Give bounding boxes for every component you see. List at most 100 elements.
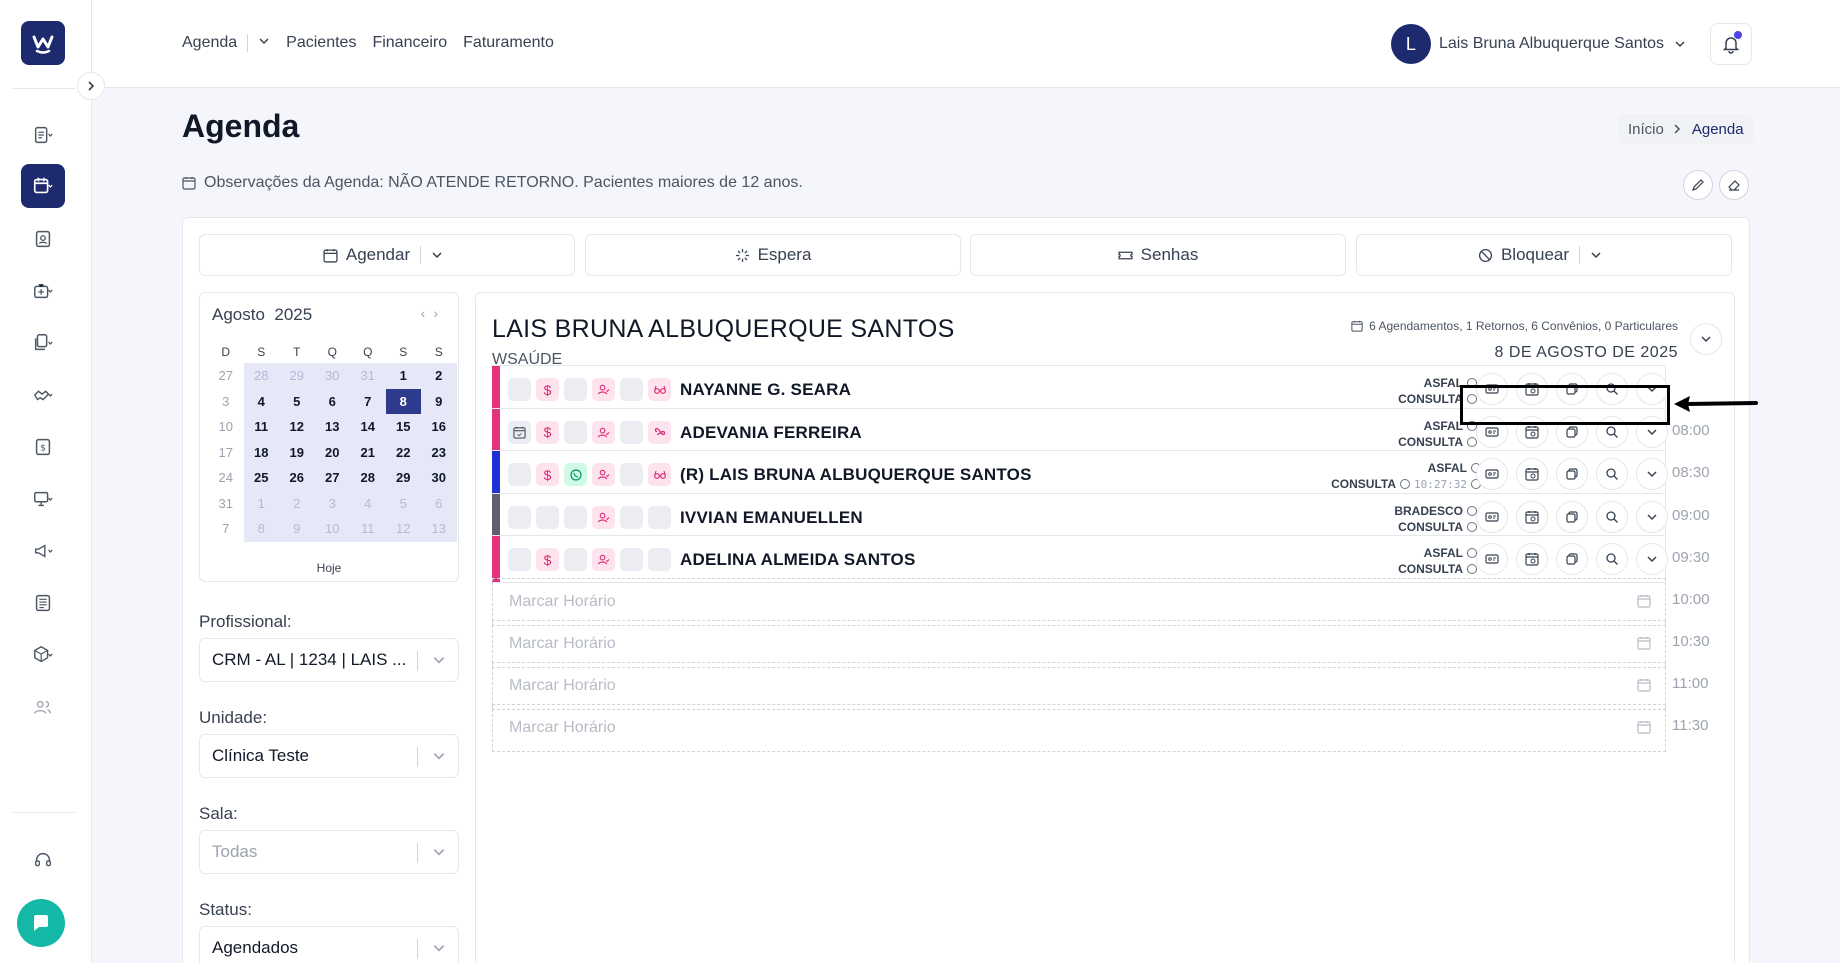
calendar-day[interactable]: 31 <box>350 363 386 389</box>
checkin-button[interactable] <box>1476 458 1508 491</box>
calendar-day[interactable]: 1 <box>385 363 421 389</box>
calendar-day[interactable]: 29 <box>385 465 421 491</box>
calendar-day[interactable]: 21 <box>350 439 386 465</box>
calendar-day[interactable]: 25 <box>243 465 279 491</box>
appointment-row[interactable]: $ (R) LAIS BRUNA ALBUQUERQUE SANTOS ASFAL C… <box>492 450 1668 499</box>
calendar-day[interactable]: 30 <box>314 363 350 389</box>
nav-agenda[interactable]: Agenda <box>182 34 238 51</box>
calendar-day[interactable]: 27 <box>314 465 350 491</box>
infinity-icon[interactable] <box>648 420 671 444</box>
calendar-day[interactable]: 6 <box>421 490 457 516</box>
calendar-day[interactable]: 24 <box>218 470 233 485</box>
copy-button[interactable] <box>1556 543 1588 576</box>
calendar-day[interactable]: 14 <box>350 414 386 440</box>
status-chip[interactable] <box>620 548 643 572</box>
patient-name[interactable]: (R) LAIS BRUNA ALBUQUERQUE SANTOS <box>680 465 1032 485</box>
calendar-day[interactable]: 5 <box>385 490 421 516</box>
more-options-button[interactable] <box>1636 500 1668 533</box>
view-button[interactable] <box>1596 543 1628 576</box>
status-chip[interactable] <box>564 505 587 529</box>
calendar-day[interactable]: 11 <box>350 516 386 542</box>
sidebar-item-agenda[interactable] <box>21 164 65 208</box>
status-chip[interactable] <box>648 548 671 572</box>
sidebar-item-inventory[interactable] <box>21 633 65 677</box>
profissional-select[interactable]: CRM - AL | 1234 | LAIS ... <box>199 638 459 682</box>
empty-slot-row[interactable]: Marcar Horário <box>492 620 1666 668</box>
sidebar-item-reports[interactable] <box>21 581 65 625</box>
user-icon[interactable] <box>592 420 615 444</box>
calendar-day[interactable]: 4 <box>350 490 386 516</box>
senhas-button[interactable]: Senhas <box>970 234 1346 276</box>
notifications-button[interactable] <box>1710 23 1752 65</box>
calendar-day[interactable]: 18 <box>243 439 279 465</box>
status-chip[interactable] <box>648 505 671 529</box>
calendar-day[interactable]: 13 <box>421 516 457 542</box>
calendar-day[interactable]: 3 <box>222 393 230 409</box>
sidebar-item-support[interactable] <box>21 838 65 882</box>
status-chip[interactable] <box>620 420 643 444</box>
checkin-button[interactable] <box>1476 415 1508 448</box>
status-chip[interactable] <box>508 505 531 529</box>
view-button[interactable] <box>1596 415 1628 448</box>
chat-button[interactable] <box>17 899 65 947</box>
more-options-button[interactable] <box>1636 415 1668 448</box>
status-chip[interactable] <box>536 505 559 529</box>
calendar-day[interactable]: 4 <box>243 388 279 414</box>
user-icon[interactable] <box>592 378 615 401</box>
calendar-day[interactable]: 5 <box>279 388 315 414</box>
status-chip[interactable] <box>620 463 643 487</box>
edit-observations-button[interactable] <box>1683 170 1713 200</box>
reschedule-button[interactable] <box>1516 373 1548 405</box>
calendar-day[interactable]: 22 <box>385 439 421 465</box>
nav-financeiro[interactable]: Financeiro <box>372 34 448 51</box>
view-button[interactable] <box>1596 373 1628 405</box>
breadcrumb-home[interactable]: Início <box>1628 120 1664 138</box>
calendar-day[interactable]: 31 <box>218 495 233 511</box>
appointment-row[interactable]: IVVIAN EMANUELLEN BRADESCO CONSULTA <box>492 492 1668 541</box>
espera-button[interactable]: Espera <box>585 234 961 276</box>
user-icon[interactable] <box>592 463 615 487</box>
calendar-day[interactable]: 13 <box>314 414 350 440</box>
patient-name[interactable]: ADEVANIA FERREIRA <box>680 422 862 442</box>
glasses-icon[interactable] <box>648 378 671 401</box>
status-chip[interactable] <box>620 505 643 529</box>
status-chip[interactable] <box>620 378 643 401</box>
calendar-day[interactable]: 9 <box>421 388 457 414</box>
copy-button[interactable] <box>1556 373 1588 405</box>
calendar-day[interactable]: 2 <box>279 490 315 516</box>
status-chip[interactable] <box>508 463 531 487</box>
bloquear-button[interactable]: Bloquear <box>1356 234 1732 276</box>
user-icon[interactable] <box>592 548 615 572</box>
calendar-day-selected[interactable]: 8 <box>385 388 421 414</box>
payment-icon[interactable]: $ <box>536 420 559 444</box>
calendar-day[interactable]: 7 <box>222 521 230 536</box>
patient-name[interactable]: IVVIAN EMANUELLEN <box>680 507 863 527</box>
calendar-day[interactable]: 28 <box>243 363 279 389</box>
reschedule-button[interactable] <box>1516 500 1548 533</box>
patient-name[interactable]: ADELINA ALMEIDA SANTOS <box>680 550 916 570</box>
status-select[interactable]: Agendados <box>199 926 459 963</box>
calendar-day[interactable]: 8 <box>243 516 279 542</box>
clear-observations-button[interactable] <box>1719 170 1749 200</box>
appointment-row[interactable]: $ ADEVANIA FERREIRA ASFAL CONSULTA <box>492 407 1668 456</box>
empty-slot-row[interactable]: Marcar Horário <box>492 704 1666 752</box>
calendar-day[interactable]: 23 <box>421 439 457 465</box>
calendar-day[interactable]: 20 <box>314 439 350 465</box>
calendar-day[interactable]: 19 <box>279 439 315 465</box>
patient-name[interactable]: NAYANNE G. SEARA <box>680 380 852 399</box>
status-chip[interactable] <box>508 548 531 572</box>
copy-button[interactable] <box>1556 458 1588 491</box>
more-options-button[interactable] <box>1636 543 1668 576</box>
sidebar-item-financial[interactable]: $ <box>21 425 65 469</box>
calendar-day[interactable]: 15 <box>385 414 421 440</box>
appointment-row[interactable]: $ NAYANNE G. SEARA ASFAL CONSULTA <box>492 365 1668 413</box>
appointment-row[interactable]: $ ADELINA ALMEIDA SANTOS ASFAL CONSULTA <box>492 535 1668 584</box>
calendar-day[interactable]: 6 <box>314 388 350 414</box>
sidebar-item-telemedicine[interactable] <box>21 477 65 521</box>
calendar-day[interactable]: 12 <box>385 516 421 542</box>
expand-agenda-button[interactable] <box>1690 323 1722 355</box>
sidebar-item-clinic[interactable] <box>21 269 65 313</box>
calendar-day[interactable]: 2 <box>421 363 457 389</box>
payment-icon[interactable]: $ <box>536 378 559 401</box>
user-menu[interactable]: L Lais Bruna Albuquerque Santos <box>1390 24 1686 64</box>
